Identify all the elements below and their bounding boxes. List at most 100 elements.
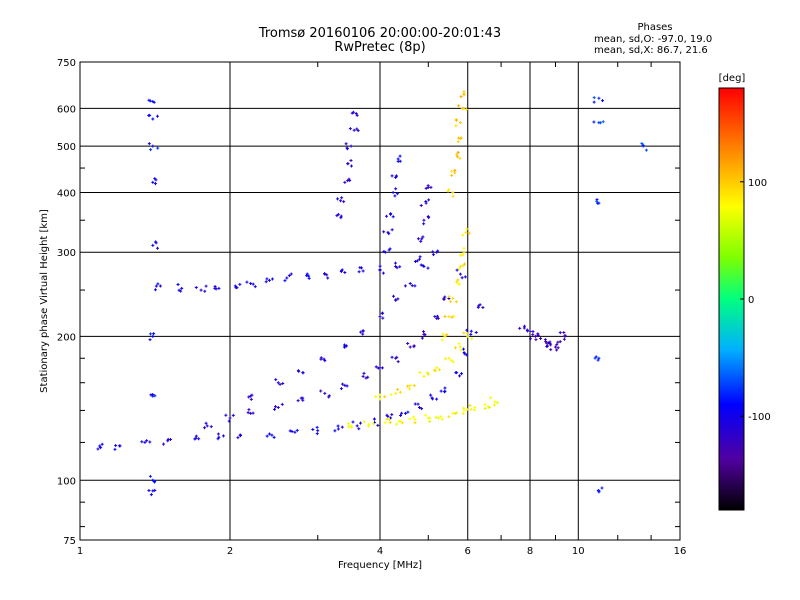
data-point [289, 272, 293, 276]
data-point [350, 425, 354, 429]
x-tick-label: 10 [572, 546, 585, 557]
data-point [461, 233, 465, 237]
data-point [398, 265, 402, 269]
y-tick-label: 200 [57, 332, 76, 343]
data-point [361, 269, 365, 273]
data-point [410, 284, 414, 288]
data-point [451, 190, 455, 194]
data-point [391, 215, 395, 219]
data-point [340, 425, 344, 429]
data-point [420, 237, 424, 241]
data-point [265, 277, 269, 281]
data-point [456, 155, 460, 159]
data-point [558, 340, 562, 344]
data-point [151, 392, 155, 396]
data-point [354, 112, 358, 116]
data-point [322, 357, 326, 361]
data-point [406, 410, 410, 414]
data-point [194, 434, 198, 438]
x-tick-label: 4 [377, 546, 383, 557]
chart-title-line1: Tromsø 20160106 20:00:00-20:01:43 [258, 26, 502, 41]
data-point [382, 230, 386, 234]
data-point [114, 443, 118, 447]
data-point [372, 417, 376, 421]
data-point [525, 329, 529, 333]
y-axis-label: Stationary phase Virtual Height [km] [39, 209, 50, 393]
data-point [357, 270, 361, 274]
data-point [427, 216, 431, 220]
data-point [465, 407, 469, 411]
data-point [238, 433, 242, 437]
data-point [381, 316, 385, 320]
y-tick-label: 400 [57, 188, 76, 199]
data-point [389, 416, 393, 420]
data-point [154, 182, 158, 186]
data-point [601, 120, 605, 124]
data-point [347, 177, 351, 181]
data-point [344, 142, 348, 146]
data-point [458, 121, 462, 125]
data-point [391, 190, 395, 194]
data-point [388, 420, 392, 424]
data-point [395, 355, 399, 359]
data-point [385, 413, 389, 417]
data-point [432, 368, 436, 372]
data-point [339, 199, 343, 203]
data-point [394, 298, 398, 302]
data-point [267, 432, 271, 436]
data-point [413, 259, 417, 263]
data-point [280, 402, 284, 406]
data-point [424, 186, 428, 190]
data-point [462, 106, 466, 110]
data-point [418, 370, 422, 374]
data-point [408, 417, 412, 421]
data-point [462, 331, 466, 335]
data-point [366, 375, 370, 379]
data-point [251, 411, 255, 415]
data-point [459, 348, 463, 352]
phase-stats-o-mode: mean, sd,O: -97.0, 19.0 [594, 34, 713, 45]
data-point [149, 332, 153, 336]
data-point [393, 261, 397, 265]
data-point [156, 146, 160, 150]
data-point [493, 400, 497, 404]
data-point [458, 265, 462, 269]
data-point [152, 100, 156, 104]
data-point [417, 257, 421, 261]
data-point [469, 408, 473, 411]
data-point [467, 231, 471, 235]
data-point [265, 434, 269, 438]
data-point [456, 278, 460, 282]
data-point [442, 297, 446, 301]
data-point [216, 437, 220, 441]
y-tick-label: 75 [63, 536, 76, 547]
data-point [327, 394, 331, 398]
data-point [376, 423, 380, 427]
data-point [148, 440, 152, 444]
data-point [436, 416, 440, 420]
data-point [345, 344, 349, 348]
data-point [361, 374, 365, 378]
data-point [203, 426, 207, 430]
axis-ticks: 1 2 4 6 8 10 16 75 100 200 300 400 500 600 750 [57, 58, 686, 557]
data-point [443, 390, 447, 394]
data-point [359, 421, 363, 425]
data-point [221, 434, 225, 438]
data-point [434, 415, 438, 419]
data-point [477, 304, 481, 308]
data-point [307, 276, 311, 280]
data-point [458, 156, 462, 160]
y-tick-label: 600 [57, 104, 76, 115]
data-point [346, 162, 350, 166]
x-tick-label: 2 [227, 546, 233, 557]
data-point [403, 411, 407, 415]
data-point [147, 98, 151, 102]
data-point [451, 297, 455, 301]
data-point [148, 113, 152, 117]
data-point [281, 381, 285, 385]
data-point [440, 417, 444, 421]
data-point [447, 294, 451, 298]
data-point [450, 315, 454, 319]
data-point [424, 199, 428, 203]
